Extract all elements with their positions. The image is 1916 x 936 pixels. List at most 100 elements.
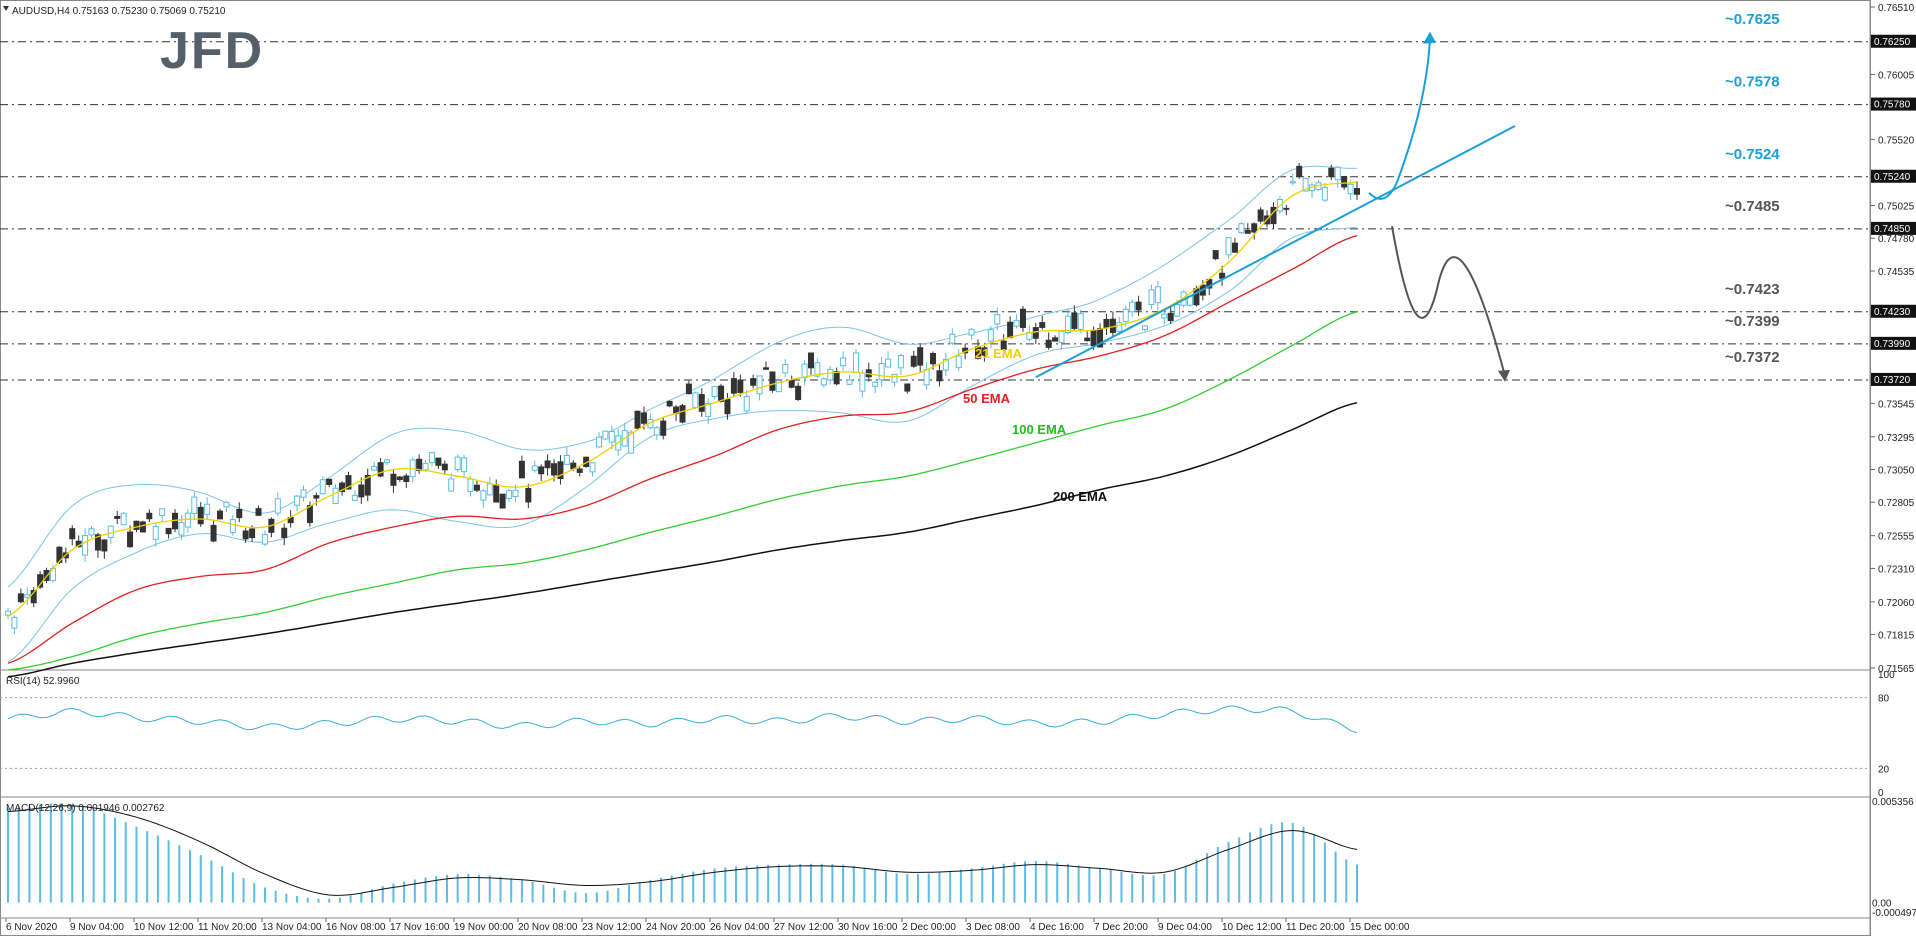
macd-signal-line [7, 805, 1358, 896]
candle-body [146, 512, 153, 520]
candle-body [1354, 188, 1360, 195]
candle-body [1341, 176, 1348, 188]
time-tick-label: 9 Dec 04:00 [1158, 922, 1212, 933]
time-tick-label: 27 Nov 12:00 [774, 922, 834, 933]
candle-body [486, 483, 493, 496]
price-tick-label: 0.76005 [1878, 71, 1915, 82]
candle-body [525, 487, 532, 503]
candle-body [872, 381, 879, 387]
candle-body [1077, 313, 1084, 330]
candle-body [730, 378, 737, 394]
candle-body [512, 489, 519, 498]
candle-body [24, 594, 31, 598]
candle-body [467, 478, 474, 493]
time-tick-label: 15 Dec 00:00 [1350, 922, 1410, 933]
candle-body [242, 530, 249, 540]
price-box [1871, 169, 1916, 183]
candle-body [294, 495, 301, 506]
candle-body [127, 531, 134, 548]
candle-body [640, 412, 647, 424]
candle-body [1225, 237, 1232, 256]
collapse-arrow-icon[interactable] [3, 6, 9, 11]
candle-body [448, 478, 455, 492]
rsi-title: RSI(14) 52.9960 [6, 676, 80, 687]
candle-body [1148, 289, 1155, 305]
candle-body [165, 527, 172, 535]
candle-body [88, 528, 95, 536]
candle-body [692, 392, 699, 408]
candle-body [538, 466, 545, 475]
level-label: ~0.7399 [1725, 313, 1780, 330]
candle-body [1251, 223, 1258, 233]
candle-body [499, 493, 506, 509]
candle-body [403, 475, 410, 482]
candle-body [454, 456, 461, 470]
candle-body [428, 452, 435, 464]
support-trendline [1035, 125, 1516, 379]
candle-body [544, 460, 551, 469]
price-box-label: 0.74850 [1874, 224, 1911, 235]
price-box [1871, 304, 1916, 318]
price-tick-label: 0.75520 [1878, 135, 1915, 146]
candle-body [1167, 312, 1174, 322]
price-tick-label: 0.72555 [1878, 532, 1915, 543]
candle-body [339, 482, 346, 493]
candle-body [101, 539, 108, 552]
candle-body [942, 358, 949, 371]
candle-body [249, 528, 256, 539]
rsi-tick-label: 100 [1878, 670, 1895, 681]
candle-body [698, 394, 705, 412]
price-box-label: 0.74230 [1874, 307, 1911, 318]
candle-body [300, 489, 307, 498]
candle-body [788, 380, 795, 388]
time-tick-label: 13 Nov 04:00 [262, 922, 322, 933]
candle-body [750, 378, 757, 386]
symbol-info: AUDUSD,H4 0.75163 0.75230 0.75069 0.7521… [12, 6, 226, 17]
candle-body [1302, 177, 1309, 192]
candle-body [396, 476, 403, 480]
candle-body [769, 371, 776, 391]
ema21-line [7, 181, 1358, 618]
candle-body [994, 314, 1001, 325]
candle-body [461, 457, 468, 473]
price-box [1871, 221, 1916, 235]
ema50-label: 50 EMA [963, 391, 1011, 406]
candle-body [493, 484, 500, 503]
candle-body [1212, 250, 1219, 260]
candle-body [1129, 301, 1136, 313]
candle-body [589, 462, 596, 473]
candle-body [949, 333, 956, 344]
price-box [1871, 372, 1916, 386]
candle-body [846, 379, 853, 385]
candle-body [274, 498, 281, 514]
candle-body [602, 430, 609, 440]
candle-body [634, 410, 641, 429]
candle-body [1154, 286, 1161, 304]
candle-body [236, 508, 243, 519]
candle-body [1174, 304, 1181, 317]
candle-body [917, 347, 924, 366]
candle-body [204, 503, 211, 515]
candle-body [801, 363, 808, 379]
candle-body [987, 329, 994, 342]
candle-body [885, 358, 892, 368]
bullish-arrowhead-icon [1423, 31, 1436, 44]
ema200-line [7, 401, 1358, 678]
candle-body [775, 380, 782, 393]
time-tick-label: 23 Nov 12:00 [582, 922, 642, 933]
candle-body [1257, 209, 1264, 222]
candle-body [820, 378, 827, 386]
candle-body [11, 616, 18, 629]
candle-body [756, 375, 763, 395]
candle-body [859, 372, 866, 392]
rsi-tick-label: 0 [1878, 788, 1884, 799]
candle-body [1219, 272, 1226, 279]
candle-body [1103, 318, 1110, 329]
candle-body [1019, 308, 1026, 328]
rsi-tick-label: 20 [1878, 764, 1890, 775]
candle-body [833, 371, 840, 385]
candle-body [936, 370, 943, 382]
jfd-logo: JFD [160, 22, 264, 80]
candle-body [852, 352, 859, 374]
